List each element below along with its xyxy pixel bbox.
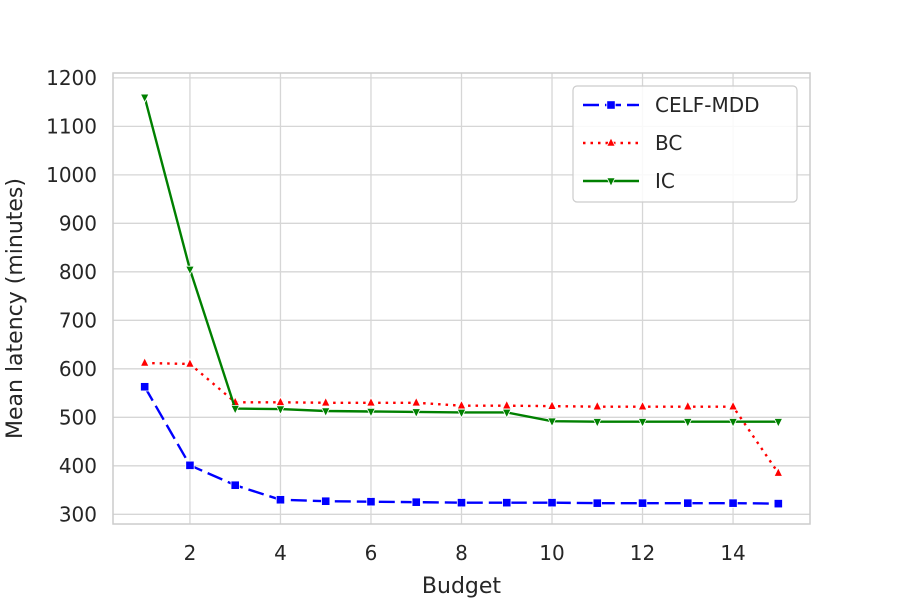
data-point-ic — [411, 408, 422, 419]
data-point-celf-mdd — [773, 499, 783, 509]
y-tick-label: 800 — [59, 260, 97, 284]
data-point-celf-mdd — [185, 460, 195, 470]
data-point-ic — [728, 418, 738, 428]
legend: CELF-MDD BC IC — [572, 85, 798, 203]
x-tick-label: 10 — [539, 541, 564, 565]
data-point-celf-mdd — [411, 497, 421, 507]
series-celf-mdd — [140, 382, 783, 509]
x-tick-label: 14 — [720, 541, 745, 565]
data-point-celf-mdd — [728, 498, 738, 508]
legend-marker-ic — [606, 177, 616, 188]
plot-frame — [112, 72, 811, 525]
data-point-bc — [547, 400, 557, 410]
y-tick-label: 700 — [59, 308, 97, 332]
x-axis-ticks: 2 4 6 8 10 12 14 — [184, 541, 746, 565]
series-line-celf-mdd — [143, 386, 779, 505]
y-tick-label: 1200 — [46, 66, 97, 90]
y-tick-label: 600 — [59, 357, 97, 381]
series-layer — [139, 93, 784, 509]
legend-item-ic: IC — [583, 169, 675, 193]
data-point-ic — [185, 265, 195, 276]
data-point-celf-mdd — [547, 498, 557, 508]
data-point-celf-mdd — [230, 480, 240, 490]
data-point-ic — [501, 408, 512, 419]
x-tick-label: 4 — [274, 541, 287, 565]
data-point-ic — [637, 418, 648, 428]
legend-item-bc: BC — [583, 131, 682, 155]
data-point-celf-mdd — [502, 498, 512, 508]
data-point-celf-mdd — [456, 498, 467, 508]
legend-box — [572, 85, 798, 203]
data-point-bc — [773, 466, 784, 477]
data-point-celf-mdd — [366, 497, 376, 507]
data-point-celf-mdd — [140, 382, 150, 392]
data-point-bc — [185, 357, 195, 368]
data-point-bc — [456, 399, 467, 410]
legend-label-celf-mdd: CELF-MDD — [655, 93, 760, 117]
data-point-ic — [320, 407, 331, 418]
x-axis-label: Budget — [422, 574, 502, 599]
y-axis-ticks: 300 400 500 600 700 800 900 1000 1100 1200 — [46, 66, 97, 526]
data-point-ic — [456, 408, 467, 419]
data-point-ic — [230, 404, 241, 415]
data-point-bc — [682, 400, 693, 411]
x-tick-label: 6 — [365, 541, 378, 565]
data-point-ic — [275, 405, 286, 416]
data-point-bc — [592, 400, 603, 411]
data-point-ic — [139, 93, 150, 104]
data-point-bc — [366, 396, 376, 407]
y-tick-label: 1000 — [46, 163, 97, 187]
data-point-bc — [501, 399, 512, 410]
y-tick-label: 900 — [59, 211, 97, 235]
data-point-ic — [682, 418, 693, 428]
legend-marker-bc — [606, 136, 616, 147]
x-tick-label: 2 — [184, 541, 197, 565]
y-tick-label: 400 — [59, 454, 97, 478]
legend-item-celf-mdd: CELF-MDD — [583, 93, 760, 117]
x-tick-label: 8 — [455, 541, 468, 565]
y-axis-label: Mean latency (minutes) — [3, 178, 28, 439]
data-point-celf-mdd — [592, 498, 602, 508]
data-point-bc — [320, 396, 331, 407]
series-ic — [139, 93, 784, 428]
y-tick-label: 500 — [59, 405, 97, 429]
data-point-bc — [139, 356, 150, 367]
data-point-bc — [411, 396, 422, 407]
data-point-celf-mdd — [683, 498, 693, 508]
legend-label-bc: BC — [655, 131, 682, 155]
y-tick-label: 300 — [59, 502, 97, 526]
data-point-bc — [728, 400, 738, 411]
data-point-bc — [275, 396, 286, 406]
x-tick-label: 12 — [630, 541, 655, 565]
data-point-celf-mdd — [275, 495, 286, 505]
data-point-celf-mdd — [321, 496, 331, 506]
data-point-ic — [592, 418, 603, 428]
y-tick-label: 1100 — [46, 114, 97, 138]
data-point-celf-mdd — [637, 498, 648, 508]
legend-label-ic: IC — [655, 169, 675, 193]
data-point-ic — [773, 418, 784, 428]
data-point-bc — [637, 400, 648, 411]
data-point-ic — [366, 407, 376, 418]
data-point-ic — [547, 417, 557, 428]
legend-marker-celf-mdd — [606, 100, 616, 110]
